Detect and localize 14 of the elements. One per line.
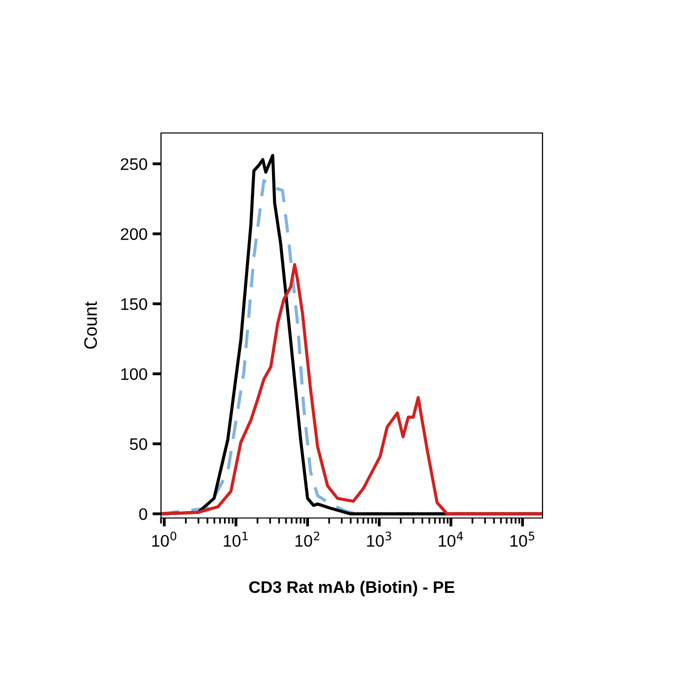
x-tick-label: 10$^{1}$ — [224, 532, 248, 547]
y-tick-label: 0 — [139, 508, 148, 520]
x-tick-label: 10$^{3}$ — [367, 532, 392, 547]
x-tick-label: 10$^{4}$ — [438, 532, 464, 547]
y-tick-label: 200 — [120, 228, 148, 240]
x-tick-label: 10$^{0}$ — [152, 532, 176, 547]
x-tick-label: 10$^{2}$ — [296, 532, 320, 547]
x-axis-title: CD3 Rat mAb (Biotin) - PE — [249, 580, 454, 596]
x-tick-label: 10$^{5}$ — [510, 532, 534, 547]
y-tick-label: 100 — [121, 368, 148, 380]
y-tick-label: 50 — [130, 438, 148, 450]
y-tick-label: 250 — [120, 158, 148, 170]
y-tick-label: 150 — [121, 298, 148, 310]
y-axis-title: Count — [84, 302, 97, 349]
